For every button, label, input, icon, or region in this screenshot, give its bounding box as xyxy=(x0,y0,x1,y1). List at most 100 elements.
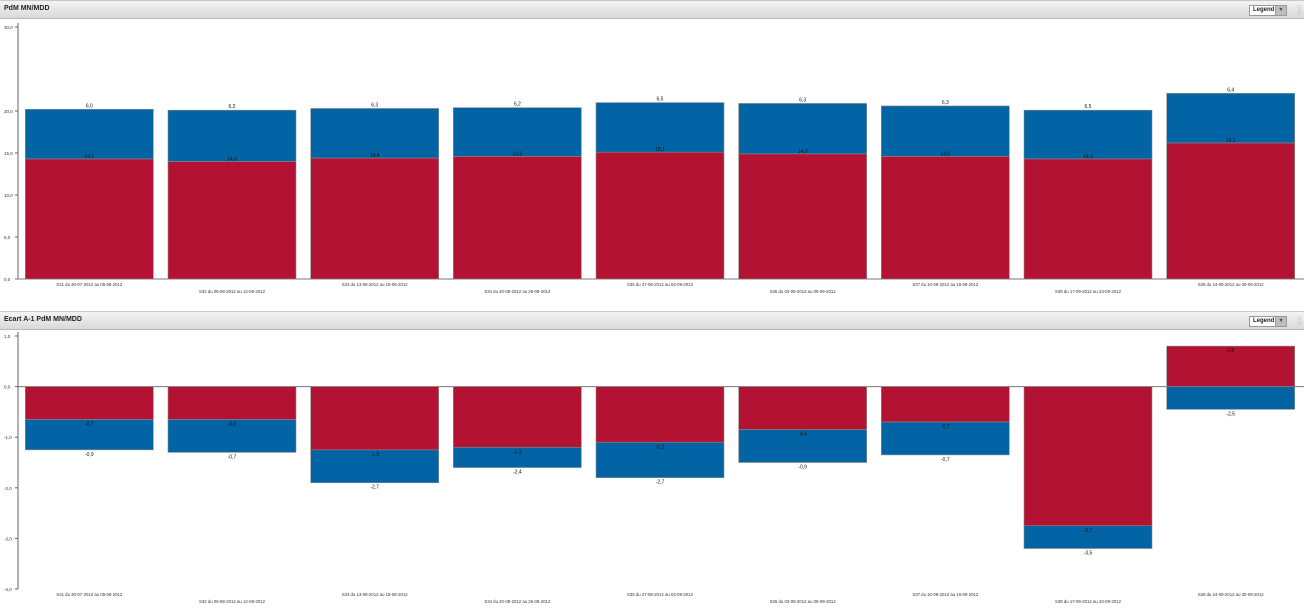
bar-segment-top xyxy=(738,429,867,463)
bar-segment-base xyxy=(167,161,297,280)
data-label: -2,5 xyxy=(1226,411,1235,417)
panel-header: Ecart A-1 PdM MN/MDD Legend ▾ ⁘ ⁘ xyxy=(0,311,1304,330)
y-tick-label: -2,0 xyxy=(4,486,12,491)
stacked-bar-chart: 0,0 5,0 10,0 15,0 20,0 30,0 14,3 6,0 S31 du 30-0… xyxy=(4,23,1304,294)
data-label: 14,4 xyxy=(370,153,380,159)
x-tick-label: S36 du 03-09-2012 au 09-09-2012 xyxy=(770,599,837,604)
y-tick-label: 20,0 xyxy=(4,109,13,114)
x-tick-label: S36 du 03-09-2012 au 09-09-2012 xyxy=(770,289,837,294)
x-tick-label: S39 du 24-09-2012 au 30-09-2012 xyxy=(1198,282,1265,287)
data-label: 14,3 xyxy=(84,154,94,160)
bar-segment-top xyxy=(167,109,297,162)
y-tick-label: 10,0 xyxy=(4,193,13,198)
data-label: -1,3 xyxy=(370,452,379,458)
x-tick-label: S38 du 17-09-2012 au 23-09-2012 xyxy=(1055,289,1122,294)
chevron-down-icon[interactable]: ▾ xyxy=(1275,6,1286,15)
data-label: -3,5 xyxy=(1084,551,1093,557)
data-label: 6,5 xyxy=(657,97,664,103)
x-tick-label: S37 du 10-09-2012 au 16-09-2012 xyxy=(912,592,979,597)
data-label: -0,7 xyxy=(228,454,237,460)
y-tick-label: 0,0 xyxy=(4,385,11,390)
y-tick-label: -1,0 xyxy=(4,435,12,440)
x-tick-label: S35 du 27-08-2012 au 02-09-2012 xyxy=(627,282,694,287)
x-tick-label: S39 du 24-09-2012 au 30-09-2012 xyxy=(1198,592,1265,597)
y-tick-label: 5,0 xyxy=(4,235,11,240)
data-label: -2,7 xyxy=(370,485,379,491)
bar-segment-top xyxy=(595,102,725,153)
data-label: 14,6 xyxy=(512,151,522,157)
data-label: 6,3 xyxy=(371,102,378,108)
data-label: 14,3 xyxy=(1083,154,1093,160)
data-label: 6,3 xyxy=(942,100,949,106)
data-label: -0,7 xyxy=(85,421,94,427)
data-label: 6,5 xyxy=(1085,104,1092,110)
bar-segment-base xyxy=(881,156,1010,280)
data-label: -0,9 xyxy=(85,452,94,458)
x-tick-label: S31 du 30-07-2012 au 05-08-2012 xyxy=(56,282,123,287)
legend-dropdown-label: Legend xyxy=(1253,318,1275,324)
data-label: 16,2 xyxy=(1226,138,1236,144)
bar-segment-base xyxy=(167,386,297,420)
bar-segment-top xyxy=(1166,386,1295,410)
bar-segment-top xyxy=(453,107,582,157)
x-tick-label: S32 du 06-08-2012 au 12-08-2012 xyxy=(199,599,266,604)
x-tick-label: S35 du 27-08-2012 au 02-09-2012 xyxy=(627,592,694,597)
bar-segment-base xyxy=(1023,386,1153,527)
y-tick-label: -3,0 xyxy=(4,536,12,541)
data-label: -1,3 xyxy=(513,449,522,455)
x-tick-label: S34 du 20-08-2012 au 26-08-2012 xyxy=(484,289,551,294)
x-tick-label: S33 du 13-08-2012 au 19-08-2012 xyxy=(342,592,409,597)
data-label: 14,6 xyxy=(940,151,950,157)
bar-segment-base xyxy=(738,386,867,430)
data-label: -0,7 xyxy=(941,424,950,430)
bar-segment-base xyxy=(738,153,867,280)
bar-segment-top xyxy=(310,449,439,484)
data-label: -0,9 xyxy=(798,465,807,471)
data-label: 0,8 xyxy=(1227,348,1234,354)
y-tick-label: 1,0 xyxy=(4,334,11,339)
x-tick-label: S34 du 20-08-2012 au 26-08-2012 xyxy=(484,599,551,604)
panel-title: PdM MN/MDD xyxy=(4,5,50,12)
bar-segment-top xyxy=(1023,109,1153,160)
data-label: 6,2 xyxy=(229,104,236,110)
y-tick-label: -4,0 xyxy=(4,587,12,592)
y-tick-label: 0,0 xyxy=(4,277,11,282)
x-tick-label: S32 du 06-08-2012 au 12-08-2012 xyxy=(199,289,266,294)
data-label: -1,1 xyxy=(656,444,665,450)
panel-header: PdM MN/MDD Legend ▾ ⁘ ⁘ xyxy=(0,0,1304,19)
legend-dropdown[interactable]: Legend ▾ xyxy=(1249,5,1287,16)
data-label: 6,0 xyxy=(86,103,93,109)
bar-segment-top xyxy=(453,447,582,468)
x-tick-label: S33 du 13-08-2012 au 19-08-2012 xyxy=(342,282,409,287)
bar-segment-top xyxy=(1023,525,1153,549)
bar-segment-base xyxy=(25,386,154,420)
y-tick-label: 30,0 xyxy=(4,25,13,30)
bar-segment-top xyxy=(167,419,297,453)
data-label: 6,2 xyxy=(514,102,521,108)
bar-segment-base xyxy=(595,151,725,280)
data-label: -2,7 xyxy=(1084,528,1093,534)
data-label: 6,3 xyxy=(799,97,806,103)
bar-segment-base xyxy=(453,386,582,448)
data-label: -0,7 xyxy=(941,457,950,463)
chart-panel-1: PdM MN/MDD Legend ▾ ⁘ ⁘ 0,0 5,0 10,0 15,0 20,… xyxy=(0,0,1304,300)
data-label: -2,7 xyxy=(656,480,665,486)
bar-segment-base xyxy=(453,156,582,280)
bar-segment-top xyxy=(881,421,1010,456)
bar-segment-top xyxy=(25,109,154,160)
panel-title: Ecart A-1 PdM MN/MDD xyxy=(4,316,82,323)
bar-segment-top xyxy=(1166,93,1295,144)
grip-icon[interactable]: ⁘ ⁘ xyxy=(1296,314,1303,328)
data-label: -0,4 xyxy=(798,432,807,438)
bar-segment-top xyxy=(881,105,1010,157)
x-tick-label: S38 du 17-09-2012 au 23-09-2012 xyxy=(1055,599,1122,604)
legend-dropdown[interactable]: Legend ▾ xyxy=(1249,316,1287,327)
bar-segment-base xyxy=(881,386,1010,423)
chevron-down-icon[interactable]: ▾ xyxy=(1275,317,1286,326)
bar-segment-top xyxy=(595,441,725,478)
legend-dropdown-label: Legend xyxy=(1253,7,1275,13)
bar-segment-base xyxy=(310,386,439,451)
grip-icon[interactable]: ⁘ ⁘ xyxy=(1296,3,1303,17)
bar-segment-base xyxy=(1166,345,1295,387)
bar-segment-base xyxy=(25,158,154,280)
